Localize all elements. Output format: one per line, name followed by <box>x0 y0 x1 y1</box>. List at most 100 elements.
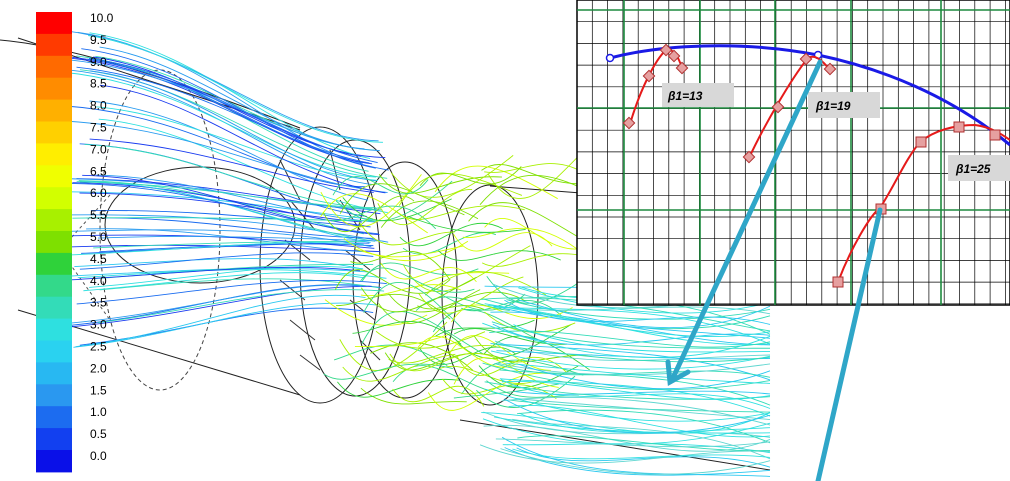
streamline <box>504 299 771 325</box>
legend-label: 0.5 <box>90 427 107 441</box>
legend-label: 6.5 <box>90 164 107 178</box>
streamline <box>336 293 451 320</box>
streamline <box>480 297 771 332</box>
streamline <box>377 189 473 226</box>
legend-swatch <box>36 231 72 254</box>
streamline <box>402 232 497 255</box>
streamline <box>74 258 363 270</box>
streamline <box>501 436 771 477</box>
legend-swatch <box>36 274 72 298</box>
streamline <box>361 311 484 355</box>
streamline <box>494 363 771 378</box>
streamline <box>503 398 771 434</box>
legend-swatch <box>36 77 72 101</box>
legend-label: 5.5 <box>90 208 107 222</box>
streamline <box>390 155 514 198</box>
streamline <box>389 353 499 372</box>
streamline <box>87 35 383 143</box>
callout-arrows <box>665 59 883 481</box>
streamline <box>89 32 371 159</box>
streamline <box>435 319 535 337</box>
callout-arrow-beta19 <box>669 59 823 383</box>
legend-swatch <box>36 187 72 210</box>
streamline <box>342 353 456 382</box>
streamline <box>324 299 428 326</box>
streamline <box>86 217 375 239</box>
legend-swatch <box>36 165 72 188</box>
legend-label: 3.0 <box>90 318 107 332</box>
streamline <box>82 174 380 236</box>
envelope-start-marker <box>605 53 615 63</box>
inset-background <box>576 0 1010 306</box>
streamline <box>343 237 464 258</box>
streamline <box>434 165 558 200</box>
color-legend: 10.0 9.5 9.0 8.5 8.0 7.5 7.0 6.5 6.0 5.5 5.0 4.5 4.0… <box>36 11 114 473</box>
streamline <box>89 70 376 182</box>
legend-label: 6.0 <box>90 186 107 200</box>
streamline <box>360 387 467 405</box>
streamline <box>77 269 387 279</box>
streamline <box>64 234 375 249</box>
streamline <box>490 350 771 370</box>
streamline <box>65 229 372 248</box>
streamline <box>320 193 428 234</box>
streamline <box>438 250 561 261</box>
streamline <box>76 280 387 305</box>
streamline <box>73 302 377 348</box>
streamline <box>492 323 771 346</box>
streamline <box>453 357 559 388</box>
streamline <box>489 330 771 348</box>
streamline <box>485 388 771 422</box>
streamline <box>358 221 455 246</box>
callout-arrowhead-beta19 <box>665 359 691 387</box>
streamline <box>76 178 381 215</box>
label-beta25: β1=25 <box>948 155 1010 181</box>
legend-swatch <box>36 340 72 363</box>
streamline <box>363 281 465 332</box>
streamline <box>339 183 465 216</box>
legend-swatch <box>36 209 72 232</box>
streamline <box>506 299 771 320</box>
streamline <box>513 324 771 353</box>
streamline <box>378 173 503 194</box>
beta13-markers <box>622 43 689 130</box>
streamline <box>61 214 389 243</box>
beta19-markers <box>742 52 837 164</box>
streamline <box>60 29 379 142</box>
legend-label: 8.5 <box>90 77 107 91</box>
legend-swatch <box>36 450 72 473</box>
streamline <box>457 323 572 359</box>
legend-swatch <box>36 362 72 385</box>
streamline <box>425 271 547 296</box>
streamline <box>504 447 771 476</box>
streamline <box>476 375 576 408</box>
streamline <box>518 363 771 390</box>
streamline <box>61 71 377 178</box>
streamline <box>468 202 580 238</box>
streamline <box>453 383 560 399</box>
streamline <box>495 438 771 448</box>
streamline <box>494 305 771 339</box>
streamline <box>484 303 771 338</box>
streamline <box>432 308 544 343</box>
streamline <box>388 293 485 313</box>
streamline <box>355 240 469 262</box>
streamline <box>505 362 771 384</box>
streamline <box>499 369 771 406</box>
inlet-ellipse <box>99 69 221 391</box>
legend-swatch <box>36 33 72 57</box>
legend-label: 3.5 <box>90 296 107 310</box>
inset-grid <box>576 0 1010 305</box>
streamline <box>482 418 771 445</box>
streamline <box>388 345 497 364</box>
streamline <box>418 346 517 365</box>
streamline <box>337 378 459 398</box>
streamline <box>482 322 771 358</box>
legend-label: 0.0 <box>90 449 107 463</box>
streamline <box>360 284 461 297</box>
legend-label: 7.5 <box>90 121 107 135</box>
streamline <box>81 48 376 169</box>
streamline <box>320 174 422 228</box>
legend-label: 9.0 <box>90 55 107 69</box>
streamline <box>508 405 771 438</box>
